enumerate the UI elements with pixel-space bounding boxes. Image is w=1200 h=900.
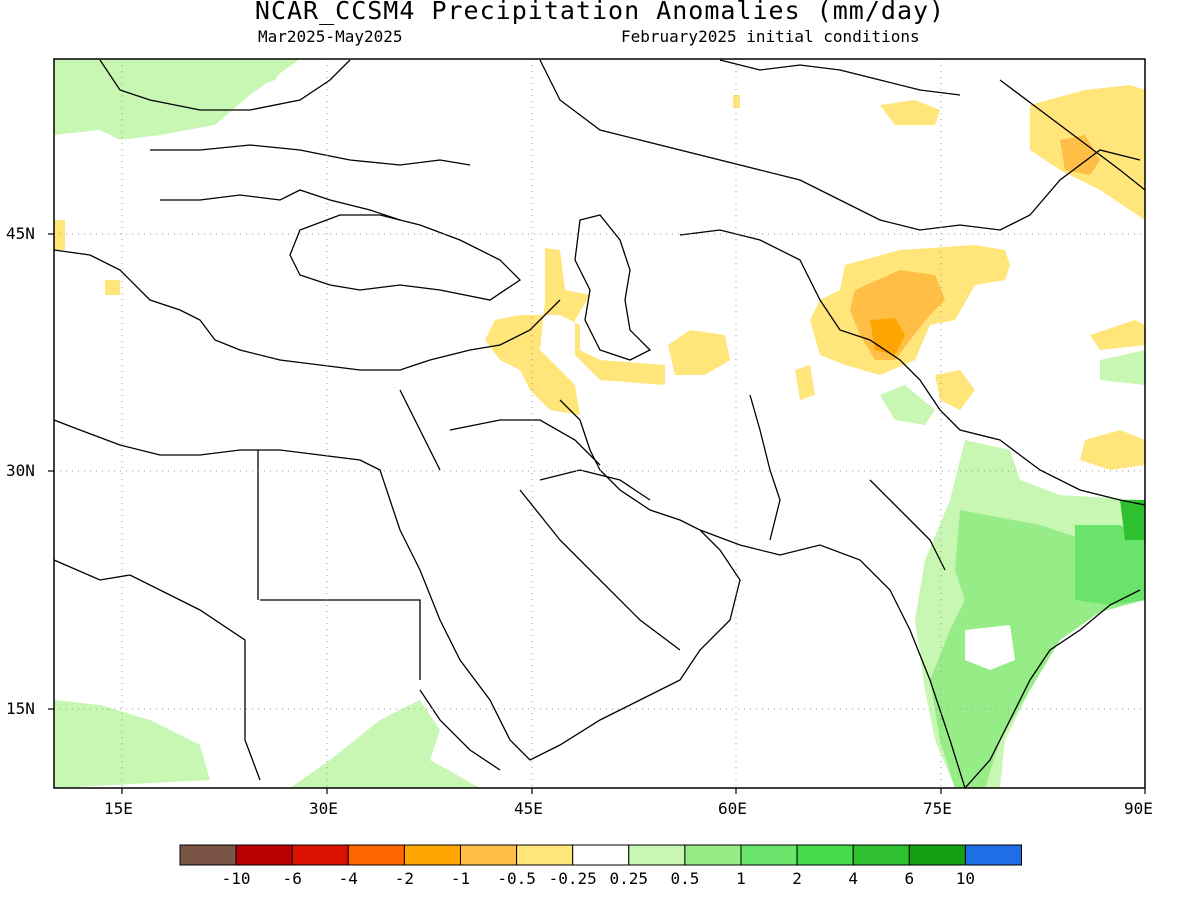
colorbar-swatch xyxy=(740,844,798,866)
wet-anomaly-india-high xyxy=(1075,525,1145,605)
colorbar-label: -0.25 xyxy=(548,869,597,888)
colorbar-swatch xyxy=(628,844,686,866)
dry-anomaly-pamir xyxy=(795,365,815,400)
colorbar-swatch xyxy=(516,844,574,866)
wet-anomaly-india-hole xyxy=(965,625,1015,670)
wet-anomaly-sahel xyxy=(54,700,210,788)
colorbar-swatch xyxy=(235,844,293,866)
colorbar-swatch xyxy=(684,844,742,866)
colorbar-swatch xyxy=(291,844,349,866)
dry-anomaly-tibet xyxy=(935,370,975,410)
lon-tick-label-75e: 75E xyxy=(923,799,952,818)
colorbar-swatch xyxy=(403,844,461,866)
colorbar-label: 2 xyxy=(792,869,802,888)
lat-tick-label-15n: 15N xyxy=(6,699,35,718)
colorbar-swatch xyxy=(572,844,630,866)
dry-anomaly-far-east-south xyxy=(1080,430,1145,470)
wet-anomaly-north xyxy=(215,59,290,95)
colorbar-swatch xyxy=(796,844,854,866)
chart-title: NCAR_CCSM4 Precipitation Anomalies (mm/d… xyxy=(254,0,946,25)
dry-anomaly-caucasus xyxy=(485,248,665,415)
colorbar-label: 10 xyxy=(955,869,976,888)
colorbar-swatch xyxy=(908,844,966,866)
dry-anomaly-mongolia xyxy=(880,100,940,125)
colorbar-swatch xyxy=(179,844,237,866)
lon-tick-label-60e: 60E xyxy=(718,799,747,818)
colorbar-label: 6 xyxy=(904,869,915,888)
dry-anomaly-far-east-mid xyxy=(1090,320,1145,350)
colorbar-label: -4 xyxy=(338,869,358,888)
wet-anomaly-bay xyxy=(1120,500,1145,540)
lon-tick-label-30e: 30E xyxy=(309,799,338,818)
lat-tick-label-45n: 45N xyxy=(6,224,35,243)
colorbar-label: 1 xyxy=(736,869,746,888)
dry-anomaly-balkan xyxy=(105,280,120,295)
lat-tick-label-30n: 30N xyxy=(6,461,35,480)
lon-tick-label-45e: 45E xyxy=(514,799,543,818)
colorbar-label: 0.5 xyxy=(670,869,700,888)
colorbar-label: -6 xyxy=(282,869,302,888)
dry-anomaly-north-east-core xyxy=(1060,135,1100,175)
tick-marks xyxy=(48,233,1146,794)
colorbar-label: -10 xyxy=(221,869,251,888)
wet-anomaly-himalaya xyxy=(880,385,935,425)
initial-conditions: February2025 initial conditions xyxy=(621,27,920,46)
wet-anomaly-east-africa-light xyxy=(290,700,480,788)
wet-anomaly-far-east xyxy=(1100,350,1145,385)
dry-anomaly-iran xyxy=(668,330,730,375)
colorbar-label: 4 xyxy=(848,869,859,888)
colorbar-label: -0.5 xyxy=(497,869,536,888)
colorbar-label: -2 xyxy=(394,869,415,888)
coastlines-and-borders xyxy=(54,59,1145,788)
colorbar-swatch xyxy=(964,844,1023,866)
forecast-period: Mar2025-May2025 xyxy=(258,27,403,46)
colorbar-label: 0.25 xyxy=(609,869,649,888)
lon-tick-label-90e: 90E xyxy=(1124,799,1153,818)
colorbar-label: -1 xyxy=(450,869,471,888)
colorbar xyxy=(179,844,1023,866)
colorbar-swatch xyxy=(852,844,910,866)
colorbar-swatch xyxy=(460,844,518,866)
colorbar-swatch xyxy=(347,844,405,866)
map-frame xyxy=(53,58,1146,789)
anomaly-shading xyxy=(54,59,1145,788)
lon-tick-label-15e: 15E xyxy=(104,799,133,818)
dry-anomaly-italy xyxy=(54,220,65,250)
